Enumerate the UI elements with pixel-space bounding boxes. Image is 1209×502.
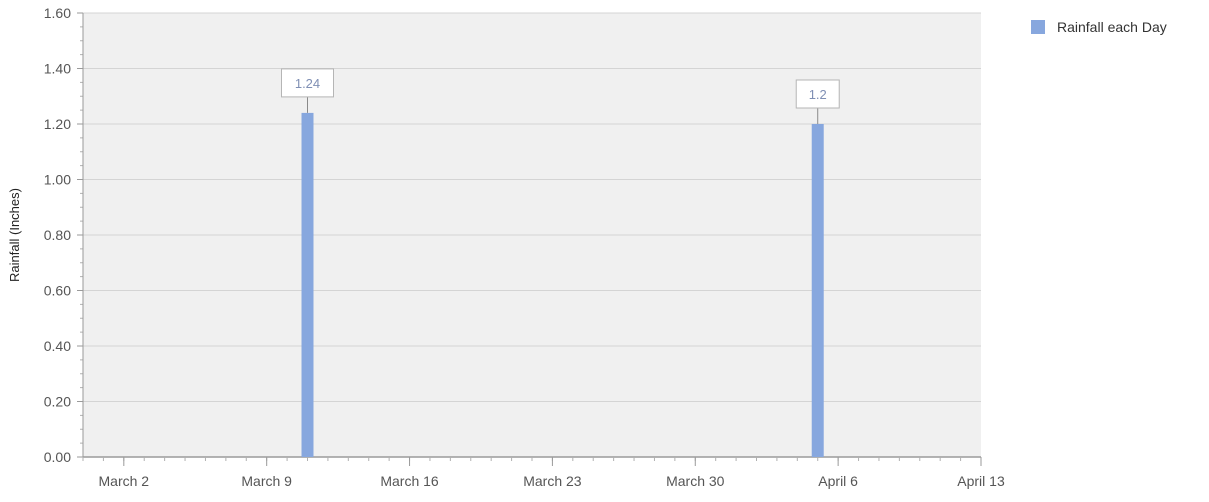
legend-label: Rainfall each Day [1057,19,1167,35]
data-label-box [795,79,840,109]
data-label: 1.24 [295,76,320,91]
y-tick-label: 0.20 [44,394,71,410]
x-tick-label: March 23 [523,473,582,489]
x-tick-label: March 2 [99,473,150,489]
legend-swatch [1031,20,1045,34]
data-label-box [281,68,334,98]
legend[interactable]: Rainfall each Day [1031,19,1167,35]
y-axis-title: Rainfall (Inches) [7,188,22,282]
y-tick-label: 1.00 [44,172,71,188]
data-labels: 1.24 1.2 [281,68,840,124]
x-tick-label: March 16 [380,473,439,489]
y-tick-label: 0.00 [44,449,71,465]
bar [301,112,314,458]
x-axis: March 2 March 9 March 16 March 23 March 30 Ap… [82,456,1005,489]
x-tick-label: March 9 [241,473,292,489]
x-tick-label: March 30 [666,473,725,489]
data-label: 1.2 [809,87,827,102]
grid-lines [83,12,981,402]
y-axis-ticks: 0.00 0.20 0.40 0.60 0.80 1.00 1.20 1.40 1.60 [44,5,84,465]
bar [811,124,824,457]
y-tick-label: 1.40 [44,61,71,77]
y-tick-label: 0.60 [44,283,71,299]
y-tick-label: 0.40 [44,338,71,354]
x-tick-label: April 6 [818,473,858,489]
y-tick-label: 1.60 [44,5,71,21]
y-tick-label: 1.20 [44,116,71,132]
y-tick-label: 0.80 [44,227,71,243]
bars [301,112,824,458]
x-tick-label: April 13 [957,473,1005,489]
